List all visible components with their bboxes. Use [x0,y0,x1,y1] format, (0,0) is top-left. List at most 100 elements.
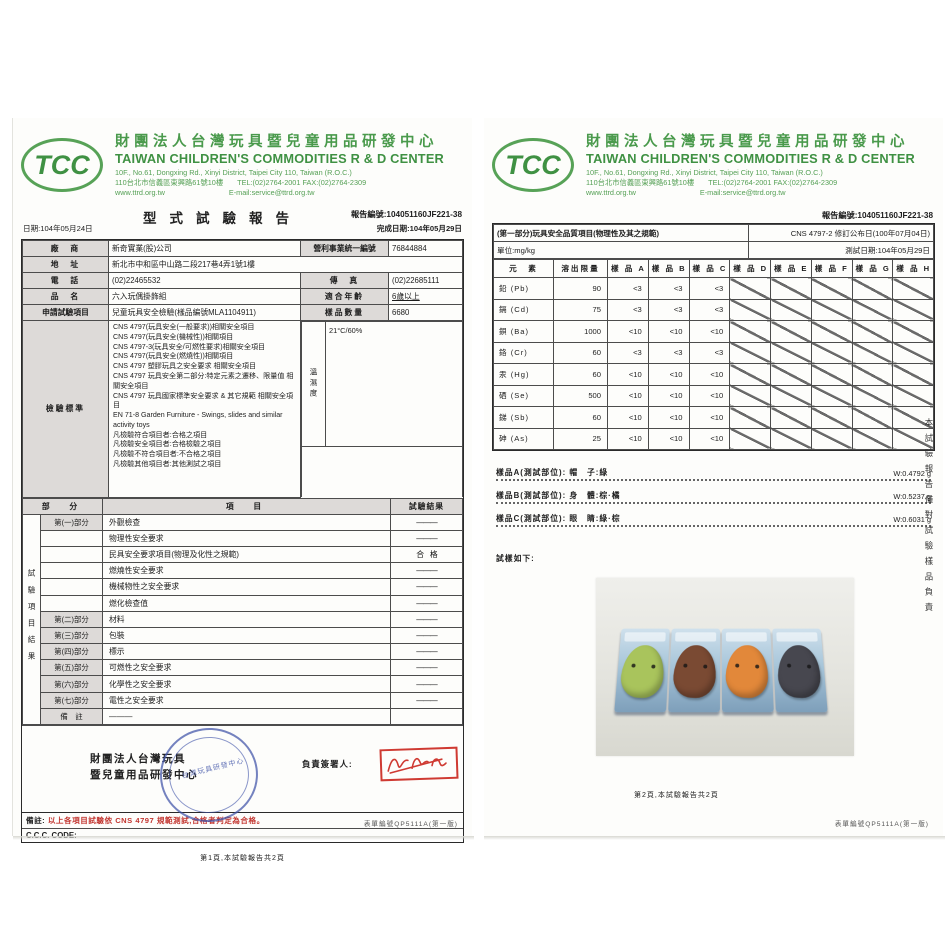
signature-scribble [387,757,447,774]
sample-c-value: <3 [688,341,731,365]
table-row: 品 名 六入玩偶掛飾組 適合年齡 6歲以上 [22,288,463,306]
item-name: 外觀檢查 [102,513,391,531]
not-applicable-cell [770,406,812,429]
not-applicable-cell [770,384,812,408]
table-row: 第(四)部分 標示 ——— [23,643,463,661]
part-label: 備 註 [39,707,104,726]
limit-value: 60 [553,363,608,386]
sample-line: 樣品C(測試部位): 眼 睛:綠·棕 W:0.6031 g [496,513,931,528]
result-value: ——— [390,610,463,628]
blister-card [668,628,721,713]
letterhead: TCC 財團法人台灣玩具暨兒童用品研發中心 TAIWAN CHILDREN'S … [484,118,943,199]
web-email-line: www.ttrd.org.tw E-mail:service@ttrd.org.t… [115,187,444,197]
item-name: 包裝 [102,626,391,645]
email: E-mail:service@ttrd.org.tw [228,187,315,197]
limit-value: 1000 [553,320,608,343]
sample-c-value: <3 [688,298,731,322]
standard-line: 凡檢驗符合項目者:合格之項目 [113,430,208,439]
sample-weight: W:0.4792 g [893,469,931,479]
signature-block: 財團法人台灣玩具 暨兒童用品研發中心 台灣玩具研發中心 負責簽署人: [22,721,463,829]
limit-value: 60 [553,406,608,429]
tcc-logo: TCC [492,138,574,192]
results-header-row: 部 分 項 目 試驗結果 [21,497,463,515]
results-rows: 試驗項目結果 第(一)部分 外觀檢查 ——— 物理性安全要求 ——— 民具安全要求項目(物理… [22,513,463,726]
element-name: 汞 (Hg) [493,363,554,386]
table-row: 廠 商 新奇實業(股)公司 營利事業統一編號 76844884 [22,240,463,258]
table-row: 檢驗標準 CNS 4797(玩具安全(一般要求))相關安全項目 CNS 4797(… [22,320,463,498]
sample-label: 樣品A(測試部位): [496,468,567,478]
report-page-2: TCC 財團法人台灣玩具暨兒童用品研發中心 TAIWAN CHILDREN'S … [484,118,945,840]
table-row: 電 話 (02)22465532 傳 真 (02)22685111 [22,272,463,290]
not-applicable-cell [770,277,812,300]
metals-box: (第一部分)玩具安全品質項目(物理性及其之規範) CNS 4797-2 修訂公布… [492,223,935,452]
part-label: 第(三)部分 [39,626,104,645]
section-test-date: 測試日期:104年05月29日 [748,241,934,260]
not-applicable-cell [810,298,853,322]
not-applicable-cell [851,298,894,322]
metals-column-header: 樣 品 G [851,259,894,279]
part-label: 第(七)部分 [39,691,104,709]
results-table: 部 分 項 目 試驗結果 試驗項目結果 第(一)部分 外觀檢查 ——— 物理性安全要求 —… [21,497,463,726]
item-name: 化學性之安全要求 [102,675,391,693]
sample-a-value: <3 [607,277,649,300]
sample-c-value: <10 [688,384,731,408]
label-tax-id: 營利事業統一編號 [300,240,389,258]
metals-column-header: 樣 品 E [770,259,812,279]
value-age: 6歲以上 [388,288,463,306]
signer-label: 負責簽署人: [302,759,353,770]
limit-value: 90 [553,277,608,300]
section-cns-ref: CNS 4797-2 修訂公布日(100年07月04日) [748,224,934,243]
table-row: (第一部分)玩具安全品質項目(物理性及其之規範) CNS 4797-2 修訂公布… [492,224,934,243]
table-row: 機械物性之安全要求 ——— [23,578,463,596]
result-value: ——— [390,594,463,612]
sample-c-value: <10 [688,427,731,451]
sample-b-value: <10 [647,427,690,451]
standard-line: CNS 4797(玩具安全(燃燒性))相關項目 [113,352,234,361]
not-applicable-cell [892,406,934,429]
element-name: 鎘 (Cd) [493,298,554,322]
standard-line: 凡檢驗其他項目者:其他測試之項目 [113,460,222,469]
not-applicable-cell [729,363,771,386]
not-applicable-cell [892,427,934,451]
value-test-item: 兒童玩具安全檢驗(樣品編號MLA1104911) [108,304,301,322]
report-titlebar: 型式試驗報告 報告編號:104051160JF221-38 日期:104年05月… [23,207,462,237]
not-applicable-cell [851,427,894,451]
side-disclaimer: 本試驗報告僅對試驗樣品負責 [924,418,934,619]
report-number: 報告編號:104051160JF221-38 [821,211,933,221]
not-applicable-cell [770,298,812,322]
form-number: 表單編號QP5111A(第一版) [834,821,929,828]
table-row: 第(五)部分 可燃性之安全要求 ——— [23,659,463,677]
standard-line: CNS 4797 玩具安全第二部分:特定元素之遷移、限量值 相關安全項目 [113,371,294,390]
standard-line: CNS 4797(玩具安全(一般要求))相關安全項目 [113,323,255,332]
table-row: 民具安全要求項目(物理及化性之規範) 合 格 [23,545,463,564]
element-name: 鉛 (Pb) [493,277,554,300]
not-applicable-cell [729,341,771,365]
table-row: 物理性安全要求 ——— [23,529,463,547]
item-name: 民具安全要求項目(物理及化性之規範) [102,545,391,564]
part-label: 第(五)部分 [39,659,104,677]
report-number: 報告編號:104051160JF221-38 [350,210,462,220]
not-applicable-cell [729,298,771,322]
item-name: 標示 [102,643,391,661]
result-value: ——— [390,643,463,661]
sample-a-value: <10 [607,406,649,429]
website: www.ttrd.org.tw [115,187,165,197]
result-value: ——— [390,691,463,709]
table-row: 燃化檢查值 ——— [23,594,463,612]
sample-label: 樣品C(測試部位): [496,514,567,524]
metals-column-header: 元 素 [493,259,554,279]
not-applicable-cell [851,384,894,408]
limit-value: 25 [553,427,608,451]
blister-card [772,628,828,713]
blister-cards [614,628,829,713]
table-row: 第(七)部分 電性之安全要求 ——— [23,691,463,709]
not-applicable-cell [729,277,771,300]
standard-line: EN 71-8 Garden Furniture - Swings, slide… [113,411,283,429]
part-label: 第(一)部分 [39,513,104,531]
sample-b-value: <10 [647,363,690,386]
blister-card [722,628,774,713]
sample-part: 身 體:棕·橘 [569,491,621,501]
result-value: 合 格 [390,545,463,564]
sample-c-value: <3 [688,277,731,300]
org-name-english: TAIWAN CHILDREN'S COMMODITIES R & D CENT… [586,151,915,167]
